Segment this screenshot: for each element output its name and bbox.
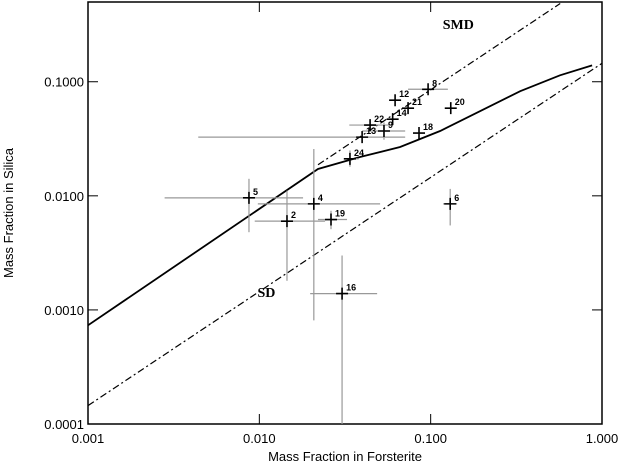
data-point xyxy=(402,102,415,115)
y-tick-label: 0.0010 xyxy=(44,303,84,318)
annotation: SMD xyxy=(443,18,474,33)
point-label: 19 xyxy=(335,209,345,219)
model-lines xyxy=(88,3,602,407)
y-tick-label: 0.1000 xyxy=(44,75,84,90)
data-point xyxy=(444,197,457,210)
point-label: 9 xyxy=(388,120,393,130)
annotation: SD xyxy=(257,286,275,301)
x-tick-label: 1.000 xyxy=(586,431,619,446)
data-point xyxy=(280,215,293,228)
y-tick-label: 0.0100 xyxy=(44,189,84,204)
point-label: 14 xyxy=(397,108,407,118)
model-line xyxy=(88,62,602,407)
y-axis-label: Mass Fraction in Silica xyxy=(1,147,16,278)
data-point xyxy=(356,131,369,144)
x-axis-label: Mass Fraction in Forsterite xyxy=(268,449,422,464)
data-point xyxy=(422,83,435,96)
data-points xyxy=(164,83,458,424)
point-label: 8 xyxy=(432,78,437,88)
data-point xyxy=(413,127,426,140)
data-point xyxy=(444,102,457,115)
point-label: 6 xyxy=(454,193,459,203)
point-label: 2 xyxy=(291,210,296,220)
data-point xyxy=(325,213,338,226)
data-point xyxy=(336,287,349,300)
point-label: 24 xyxy=(354,148,364,158)
point-label: 21 xyxy=(412,97,422,107)
data-point xyxy=(389,94,402,107)
y-tick-label: 0.0001 xyxy=(44,417,84,432)
plot-frame xyxy=(87,1,603,425)
data-point xyxy=(343,152,356,165)
point-label: 22 xyxy=(374,114,384,124)
point-label: 4 xyxy=(318,193,323,203)
point-label: 16 xyxy=(346,283,356,293)
point-label: 5 xyxy=(253,187,258,197)
point-label: 20 xyxy=(455,97,465,107)
data-point xyxy=(307,197,320,210)
point-label: 12 xyxy=(399,89,409,99)
model-line xyxy=(317,3,561,166)
point-label: 13 xyxy=(366,126,376,136)
data-point xyxy=(377,125,390,138)
model-line xyxy=(88,64,593,327)
x-tick-label: 0.001 xyxy=(72,431,105,446)
point-label: 18 xyxy=(423,122,433,132)
data-point xyxy=(364,119,377,132)
data-point xyxy=(386,113,399,126)
annotations: SMD SD xyxy=(257,18,473,301)
x-tick-label: 0.010 xyxy=(243,431,276,446)
data-point xyxy=(242,191,255,204)
x-tick-label: 0.100 xyxy=(414,431,447,446)
